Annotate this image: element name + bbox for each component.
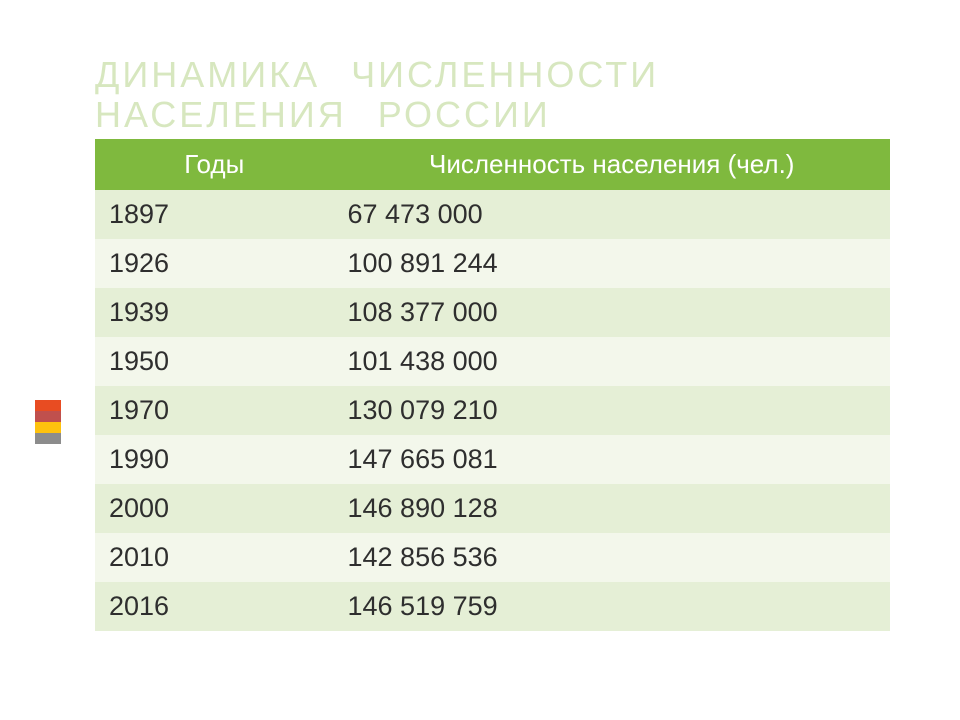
title-line-2: НАСЕЛЕНИЯ РОССИИ [95,94,551,135]
cell-year: 1990 [95,435,334,484]
accent-bar [35,400,61,411]
population-table: Годы Численность населения (чел.) 1897 6… [95,139,890,631]
cell-year: 2000 [95,484,334,533]
cell-year: 1939 [95,288,334,337]
table-row: 1926100 891 244 [95,239,890,288]
table-row: 1950101 438 000 [95,337,890,386]
cell-population: 108 377 000 [334,288,891,337]
cell-population: 142 856 536 [334,533,891,582]
table-row: 1897 67 473 000 [95,190,890,239]
table-row: 1970130 079 210 [95,386,890,435]
cell-year: 1970 [95,386,334,435]
cell-year: 1950 [95,337,334,386]
accent-bar [35,411,61,422]
cell-year: 1926 [95,239,334,288]
col-header-population: Численность населения (чел.) [334,139,891,190]
table-row: 2010142 856 536 [95,533,890,582]
cell-year: 2016 [95,582,334,631]
table-row: 1990147 665 081 [95,435,890,484]
title-line-1: ДИНАМИКА ЧИСЛЕННОСТИ [95,54,659,95]
table-row: 1939108 377 000 [95,288,890,337]
cell-population: 67 473 000 [334,190,891,239]
table-body: 1897 67 473 0001926100 891 2441939108 37… [95,190,890,631]
table-header-row: Годы Численность населения (чел.) [95,139,890,190]
cell-population: 147 665 081 [334,435,891,484]
cell-year: 2010 [95,533,334,582]
cell-population: 146 890 128 [334,484,891,533]
slide-container: ДИНАМИКА ЧИСЛЕННОСТИ НАСЕЛЕНИЯ РОССИИ Го… [0,0,960,720]
cell-population: 100 891 244 [334,239,891,288]
table-row: 2016146 519 759 [95,582,890,631]
accent-bar-group [35,400,61,444]
cell-population: 146 519 759 [334,582,891,631]
col-header-year: Годы [95,139,334,190]
accent-bar [35,422,61,433]
cell-population: 130 079 210 [334,386,891,435]
cell-population: 101 438 000 [334,337,891,386]
cell-year: 1897 [95,190,334,239]
table-row: 2000146 890 128 [95,484,890,533]
accent-bar [35,433,61,444]
slide-title: ДИНАМИКА ЧИСЛЕННОСТИ НАСЕЛЕНИЯ РОССИИ [95,55,890,134]
population-table-wrap: Годы Численность населения (чел.) 1897 6… [95,139,890,631]
